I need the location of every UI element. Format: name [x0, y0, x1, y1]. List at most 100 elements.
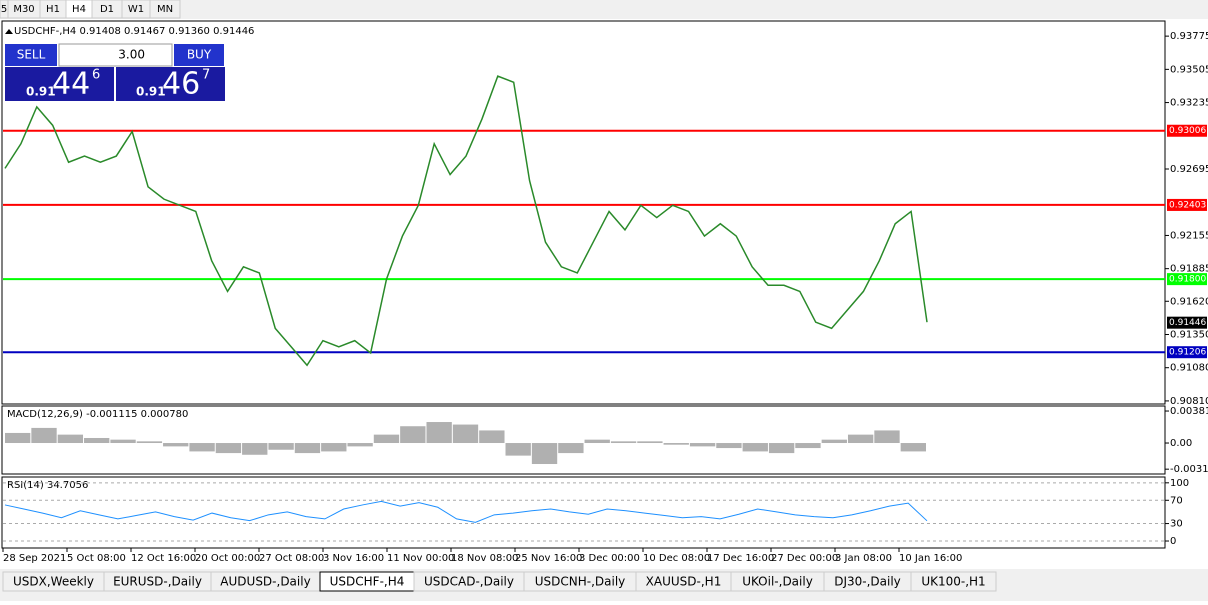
trade-panel: SELL 3.00 BUY 0.91 44 6 0.91 46 7: [5, 43, 225, 102]
y-tick-label: 0.90810: [1170, 396, 1208, 407]
macd-bar: [321, 443, 347, 452]
tab-label: USDCHF-,H4: [330, 575, 405, 589]
price-frame: [1, 20, 1166, 405]
volume: 3.00: [118, 48, 145, 62]
macd-bar: [84, 437, 110, 444]
timeframe-label: H4: [72, 4, 86, 15]
x-tick-label: 3 Nov 16:00: [323, 553, 384, 564]
tab-label: AUDUSD-,Daily: [220, 575, 310, 589]
x-tick-label: 3 Jan 08:00: [835, 553, 892, 564]
macd-bar: [426, 422, 452, 444]
buy-pips: 46: [162, 67, 200, 102]
tab-label: USDCAD-,Daily: [424, 575, 514, 589]
x-tick-label: 27 Dec 00:00: [771, 553, 838, 564]
macd-bar: [768, 443, 795, 454]
y-tick-label: -0.003115: [1170, 464, 1208, 475]
tab[interactable]: [910, 571, 997, 592]
macd-bar: [5, 432, 31, 444]
price-line: [4, 75, 928, 367]
macd-bar: [821, 439, 847, 444]
level-label: 0.91800: [1169, 275, 1206, 285]
timeframe-label: H1: [46, 4, 60, 15]
quote-header: USDCHF-,H4 0.91408 0.91467 0.91360 0.914…: [14, 26, 254, 37]
tab-label: USDCNH-,Daily: [535, 575, 626, 589]
y-tick-label: 0: [1170, 536, 1176, 547]
buy-price-box[interactable]: [116, 67, 225, 101]
sell-point: 6: [92, 68, 100, 83]
x-tick-label: 20 Oct 00:00: [195, 553, 260, 564]
macd-bar: [215, 443, 242, 454]
level-tag: [1167, 124, 1207, 137]
macd-bar: [400, 426, 426, 444]
macd-bar: [610, 441, 637, 444]
sell-pips: 44: [52, 67, 90, 102]
timeframe-label: MN: [157, 4, 173, 15]
current-price: 0.91446: [1169, 318, 1206, 328]
macd-bar: [373, 434, 400, 444]
sell-label: SELL: [17, 48, 46, 62]
level-tag: [1167, 346, 1207, 359]
y-tick-label: 0.93235: [1170, 98, 1208, 109]
current-price-tag: [1167, 316, 1207, 329]
y-tick-label: 0.91350: [1170, 329, 1208, 340]
rsi-line: [4, 500, 928, 523]
y-tick-label: 70: [1170, 495, 1183, 506]
macd-bar: [716, 443, 742, 449]
macd-bar: [900, 443, 926, 452]
timeframe-label: W1: [128, 4, 144, 15]
tab-label: UKOil-,Daily: [742, 575, 813, 589]
tab-label: XAUUSD-,H1: [646, 575, 722, 589]
y-tick-label: 0.91620: [1170, 296, 1208, 307]
tab-label: UK100-,H1: [921, 575, 985, 589]
volume-input[interactable]: [58, 43, 173, 67]
macd-bar: [163, 443, 189, 447]
y-tick-label: 0.93775: [1170, 31, 1208, 42]
x-tick-label: 10 Jan 16:00: [899, 553, 962, 564]
x-tick-label: 17 Dec 16:00: [707, 553, 774, 564]
macd-bar: [795, 443, 821, 449]
macd-bar: [268, 443, 294, 450]
macd-bar: [479, 430, 505, 444]
y-tick-label: 100: [1170, 478, 1189, 489]
tab-label: EURUSD-,Daily: [113, 575, 202, 589]
rsi-label: RSI(14) 34.7056: [7, 480, 88, 491]
buy-point: 7: [202, 68, 210, 83]
rsi-frame: [1, 476, 1166, 549]
level-tag: [1167, 273, 1207, 286]
tab-label: USDX,Weekly: [13, 575, 94, 589]
x-tick-label: 12 Oct 16:00: [131, 553, 196, 564]
collapse-icon: [5, 29, 13, 34]
macd-label: MACD(12,26,9) -0.001115 0.000780: [7, 409, 188, 420]
y-tick-label: 30: [1170, 519, 1183, 530]
y-tick-label: 0.93505: [1170, 64, 1208, 75]
level-tag: [1167, 198, 1207, 211]
y-tick-label: 0.91885: [1170, 264, 1208, 275]
macd-bar: [874, 430, 900, 444]
y-tick-label: 0.00: [1170, 438, 1192, 449]
timeframe-label: M30: [13, 4, 34, 15]
sell-button[interactable]: [5, 44, 57, 66]
timeframe-label: D1: [100, 4, 114, 15]
macd-bar: [531, 443, 558, 465]
macd-bar: [294, 443, 321, 454]
macd-bar: [689, 443, 716, 447]
macd-bar: [452, 424, 479, 444]
buy-button[interactable]: [174, 44, 224, 66]
level-label: 0.93006: [1169, 126, 1206, 136]
y-tick-label: 0.91080: [1170, 363, 1208, 374]
buy-big: 0.91: [136, 85, 166, 99]
x-tick-label: 5 Oct 08:00: [67, 553, 126, 564]
macd-bar: [558, 443, 584, 454]
buy-label: BUY: [187, 48, 212, 62]
y-tick-label: 0.92155: [1170, 230, 1208, 241]
macd-bar: [847, 434, 874, 444]
macd-bar: [31, 427, 57, 444]
macd-bar: [189, 443, 215, 452]
tab-label: DJ30-,Daily: [834, 575, 901, 589]
y-tick-label: 0.003811: [1170, 406, 1208, 417]
y-tick-label: 0.92695: [1170, 164, 1208, 175]
timeframe-button[interactable]: [149, 0, 181, 19]
sell-price-box[interactable]: [5, 67, 114, 101]
toolbar: [0, 0, 1208, 19]
macd-bar: [110, 439, 136, 444]
